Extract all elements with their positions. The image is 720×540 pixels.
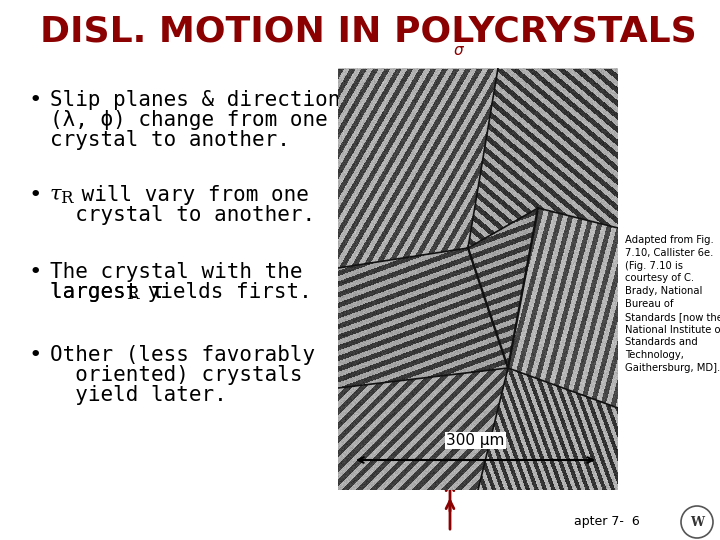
Text: •: • xyxy=(28,345,41,365)
Text: DISL. MOTION IN POLYCRYSTALS: DISL. MOTION IN POLYCRYSTALS xyxy=(40,15,697,49)
Text: 300 μm: 300 μm xyxy=(446,433,505,448)
Text: apter 7-  6: apter 7- 6 xyxy=(574,516,640,529)
Text: largest τ: largest τ xyxy=(50,282,163,302)
Text: yield later.: yield later. xyxy=(50,385,227,405)
Text: Other (less favorably: Other (less favorably xyxy=(50,345,315,365)
Text: largest τ: largest τ xyxy=(50,282,163,302)
Text: yields first.: yields first. xyxy=(135,282,312,302)
Text: oriented) crystals: oriented) crystals xyxy=(50,365,302,385)
Text: The crystal with the: The crystal with the xyxy=(50,262,302,282)
Text: σ: σ xyxy=(454,43,464,58)
Text: τ: τ xyxy=(50,185,61,204)
Text: (λ, ϕ) change from one: (λ, ϕ) change from one xyxy=(50,110,328,130)
Text: •: • xyxy=(28,90,41,110)
Text: crystal to another.: crystal to another. xyxy=(50,205,315,225)
Text: Slip planes & directions: Slip planes & directions xyxy=(50,90,353,110)
Text: R: R xyxy=(126,286,138,303)
Text: R: R xyxy=(60,190,73,207)
Text: W: W xyxy=(690,516,704,529)
Text: •: • xyxy=(28,185,41,205)
Text: •: • xyxy=(28,262,41,282)
Text: will vary from one: will vary from one xyxy=(69,185,309,205)
Text: Adapted from Fig.
7.10, Callister 6e.
(Fig. 7.10 is
courtesy of C.
Brady, Nation: Adapted from Fig. 7.10, Callister 6e. (F… xyxy=(625,235,720,373)
Text: crystal to another.: crystal to another. xyxy=(50,130,290,150)
